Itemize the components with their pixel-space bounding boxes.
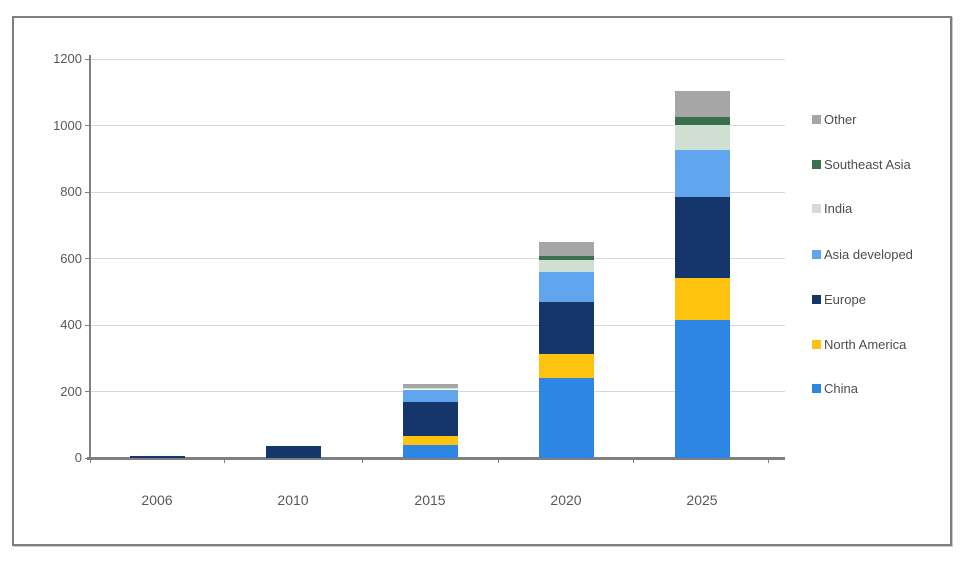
y-axis-tick-1000 bbox=[85, 125, 90, 126]
bar-segment-china-2020 bbox=[538, 378, 594, 458]
bar-segment-other-2015 bbox=[402, 383, 458, 388]
legend-swatch-icon bbox=[812, 384, 821, 393]
y-axis-line bbox=[89, 55, 91, 458]
legend-item-europe: Europe bbox=[812, 292, 866, 307]
bar-segment-asia-developed-2015 bbox=[402, 389, 458, 403]
gridline-800 bbox=[90, 191, 785, 193]
legend-label: North America bbox=[824, 337, 907, 352]
y-axis-tick-200 bbox=[85, 391, 90, 392]
y-axis-label-200: 200 bbox=[60, 383, 82, 399]
legend-label: Europe bbox=[824, 292, 866, 307]
bar-segment-china-2025 bbox=[674, 320, 730, 458]
legend-swatch-icon bbox=[812, 115, 821, 124]
x-axis-label-2025: 2025 bbox=[686, 492, 718, 508]
bar-segment-north-america-2025 bbox=[674, 278, 730, 320]
legend-label: China bbox=[824, 381, 858, 396]
y-axis-tick-1200 bbox=[85, 58, 90, 60]
legend-item-other: Other bbox=[812, 112, 857, 127]
legend-swatch-icon bbox=[812, 204, 821, 213]
x-axis-tick-1 bbox=[224, 458, 225, 463]
x-axis-tick-5 bbox=[768, 458, 769, 463]
legend-label: Other bbox=[824, 112, 857, 127]
bar-segment-north-america-2015 bbox=[402, 436, 458, 445]
y-axis-label-1200: 1200 bbox=[53, 51, 82, 66]
bar-segment-other-2025 bbox=[674, 91, 730, 118]
bar-segment-india-2015 bbox=[402, 387, 458, 390]
gridline-600 bbox=[90, 258, 785, 259]
x-axis-label-2010: 2010 bbox=[277, 492, 309, 508]
legend-label: Asia developed bbox=[824, 247, 913, 262]
bar-segment-europe-2020 bbox=[538, 301, 594, 355]
legend-item-china: China bbox=[812, 381, 858, 396]
y-axis-tick-800 bbox=[85, 191, 90, 193]
y-axis-label-800: 800 bbox=[60, 184, 82, 199]
x-axis-tick-0 bbox=[90, 458, 91, 463]
bar-segment-europe-2015 bbox=[402, 402, 458, 437]
bar-segment-southeast-asia-2025 bbox=[674, 117, 730, 126]
plot-area: 0 200 400 600 800 1000 1200 2006 2010 2015 2020 202… bbox=[14, 18, 950, 544]
y-axis-tick-600 bbox=[85, 258, 90, 259]
gridline-400 bbox=[90, 324, 785, 326]
x-axis-line bbox=[87, 457, 785, 460]
legend-swatch-icon bbox=[812, 250, 821, 259]
x-axis-tick-2 bbox=[362, 458, 363, 463]
bar-segment-europe-2006 bbox=[129, 456, 185, 458]
y-axis-label-600: 600 bbox=[60, 250, 82, 266]
legend-label: Southeast Asia bbox=[824, 157, 911, 172]
chart-figure: 0 200 400 600 800 1000 1200 2006 2010 2015 2020 202… bbox=[12, 16, 952, 546]
chart-legend: Other Southeast Asia India Asia developed Eu… bbox=[812, 18, 952, 544]
bar-segment-india-2025 bbox=[674, 125, 730, 151]
y-axis-tick-400 bbox=[85, 324, 90, 326]
bar-segment-india-2020 bbox=[538, 260, 594, 272]
y-axis-label-400: 400 bbox=[60, 317, 82, 332]
bar-segment-asia-developed-2025 bbox=[674, 150, 730, 197]
bar-segment-southeast-asia-2020 bbox=[538, 256, 594, 261]
x-axis-label-2006: 2006 bbox=[141, 492, 173, 508]
gridline-1200 bbox=[90, 58, 785, 60]
legend-label: India bbox=[824, 201, 853, 216]
legend-swatch-icon bbox=[812, 295, 821, 304]
x-axis-label-2020: 2020 bbox=[550, 492, 582, 508]
legend-item-southeast-asia: Southeast Asia bbox=[812, 157, 911, 172]
legend-swatch-icon bbox=[812, 340, 821, 349]
bar-segment-europe-2010 bbox=[265, 446, 321, 458]
x-axis-label-2015: 2015 bbox=[414, 492, 446, 508]
x-axis-tick-4 bbox=[633, 458, 634, 463]
bar-segment-asia-developed-2020 bbox=[538, 271, 594, 302]
bar-segment-north-america-2020 bbox=[538, 354, 594, 379]
legend-item-asia-developed: Asia developed bbox=[812, 247, 913, 262]
y-axis-label-1000: 1000 bbox=[53, 117, 82, 133]
legend-swatch-icon bbox=[812, 160, 821, 169]
bar-segment-china-2015 bbox=[402, 444, 458, 458]
y-axis-label-0: 0 bbox=[74, 450, 82, 465]
legend-item-north-america: North America bbox=[812, 337, 906, 352]
bar-segment-europe-2025 bbox=[674, 196, 730, 279]
bar-segment-other-2020 bbox=[538, 242, 594, 257]
x-axis-tick-3 bbox=[498, 458, 499, 463]
legend-item-india: India bbox=[812, 201, 852, 216]
gridline-1000 bbox=[90, 125, 785, 126]
